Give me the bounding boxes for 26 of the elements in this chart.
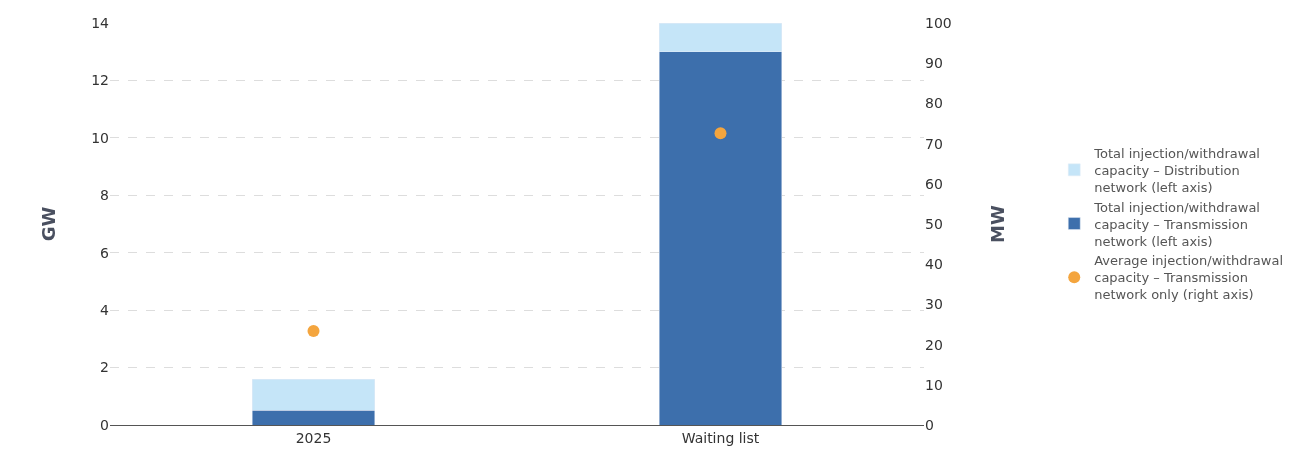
y-tick-label: 2 [100,359,109,376]
y2-tick-label: 30 [925,296,943,313]
y2-tick-label: 0 [925,416,934,433]
y-tick-label: 12 [91,72,109,89]
y2-tick-label: 40 [925,256,943,273]
y-tick-label: 14 [91,14,110,31]
x-tick-label: 2025 [295,429,332,446]
legend-label: Total injection/withdrawal capacity – Distribution network (left axis) [1093,146,1260,195]
legend-label: Average injection/withdrawal capacity – Transmission network only (right axis) [1094,253,1284,303]
x-tick-label: Waiting list [681,429,760,446]
y2-tick-label: 100 [925,14,952,31]
y-axis-title: GW [38,206,60,242]
y2-tick-label: 80 [925,95,943,112]
y-tick-label: 10 [91,129,109,146]
y2-tick-label: 50 [925,215,943,232]
y2-tick-label: 60 [925,175,943,192]
legend-label: Total injection/withdrawal capacity – Transmission network (left axis) [1093,199,1260,249]
y2-tick-label: 10 [925,376,943,393]
y2-axis-title: MW [986,204,1008,243]
y-tick-label: 8 [100,187,109,204]
y-tick-label: 6 [100,244,110,261]
y-tick-label: 4 [100,302,110,319]
y2-tick-label: 20 [925,336,943,353]
y2-tick-label: 70 [925,135,943,152]
y-tick-label: 0 [100,416,109,433]
y2-tick-label: 90 [925,55,943,72]
